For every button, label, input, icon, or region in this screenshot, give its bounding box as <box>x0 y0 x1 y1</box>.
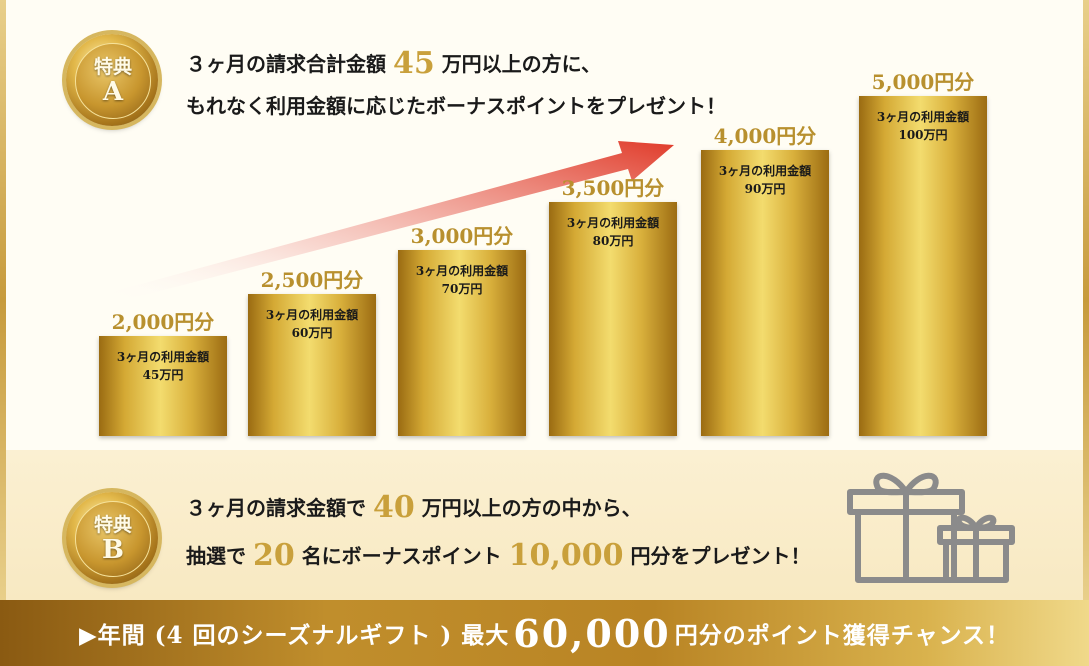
medal-a-label-top: 特典 <box>93 56 132 78</box>
bar-spend-text: 3ヶ月の利用金額 100万円 <box>859 108 987 144</box>
bar-spend-text: 3ヶ月の利用金額 90万円 <box>701 162 829 198</box>
bar-spend-amount: 100万円 <box>898 128 948 142</box>
bar-spend-text: 3ヶ月の利用金額 70万円 <box>398 262 526 298</box>
bonus-bar: 3ヶ月の利用金額 70万円 <box>398 250 526 436</box>
left-gold-edge <box>0 0 6 600</box>
benefit-b-line2: 抽選で 20 名にボーナスポイント 10,000 円分をプレゼント！ <box>186 538 810 573</box>
benefit-a-threshold: 45 <box>392 46 435 81</box>
bar-spend-amount: 70万円 <box>441 282 483 296</box>
benefit-a-line1-pre: ３ヶ月の請求合計金額 <box>186 52 386 76</box>
bar-spend-label: 3ヶ月の利用金額 <box>876 110 970 124</box>
bar-bonus-label: 3,000円分 <box>410 224 514 248</box>
gift-boxes-icon <box>847 472 1015 583</box>
bar-spend-amount: 80万円 <box>592 234 634 248</box>
bar-bonus-label: 3,500円分 <box>561 176 665 200</box>
benefit-b-line2-post: 円分をプレゼント！ <box>630 544 811 568</box>
benefit-a-line1-post: 万円以上の方に、 <box>441 52 602 76</box>
bar-spend-label: 3ヶ月の利用金額 <box>718 164 812 178</box>
bonus-bar: 3ヶ月の利用金額 45万円 <box>99 336 227 436</box>
bar-spend-label: 3ヶ月の利用金額 <box>415 264 509 278</box>
footer-prefix: ▶年間 (4 回のシーズナルギフト ) 最大 <box>78 622 510 649</box>
benefit-b-line1-pre: ３ヶ月の請求金額で <box>186 496 366 520</box>
medal-b-label-top: 特典 <box>93 514 132 536</box>
bonus-bar: 3ヶ月の利用金額 100万円 <box>859 96 987 436</box>
benefit-b-line1-post: 万円以上の方の中から、 <box>421 496 642 520</box>
medal-b-letter: B <box>102 535 124 565</box>
bonus-bar: 3ヶ月の利用金額 80万円 <box>549 202 677 436</box>
footer-max-amount: 60,000 <box>513 610 671 656</box>
bonus-bar: 3ヶ月の利用金額 90万円 <box>701 150 829 436</box>
bonus-bar: 3ヶ月の利用金額 60万円 <box>248 294 376 436</box>
benefit-b-line2-pre: 抽選で <box>186 544 246 568</box>
benefit-a-medal: 特典 A <box>66 34 158 126</box>
rising-arrow-icon <box>108 141 674 303</box>
annual-chance-banner: ▶年間 (4 回のシーズナルギフト ) 最大 60,000 円分のポイント獲得チ… <box>0 600 1089 666</box>
benefit-b-winner-count: 20 <box>252 538 295 573</box>
bar-spend-label: 3ヶ月の利用金額 <box>265 308 359 322</box>
medal-a-letter: A <box>102 77 124 107</box>
bar-bonus-label: 5,000円分 <box>871 70 975 94</box>
benefit-b-threshold: 40 <box>372 490 415 525</box>
benefit-b-line1: ３ヶ月の請求金額で 40 万円以上の方の中から、 <box>186 490 642 525</box>
bar-spend-amount: 45万円 <box>142 368 184 382</box>
bar-spend-amount: 60万円 <box>291 326 333 340</box>
benefit-b-line2-mid: 名にボーナスポイント <box>301 544 502 568</box>
footer-suffix: 円分のポイント獲得チャンス！ <box>674 622 1011 649</box>
bar-spend-amount: 90万円 <box>744 182 786 196</box>
benefit-a-line2: もれなく利用金額に応じたボーナスポイントをプレゼント！ <box>186 94 726 118</box>
bar-spend-label: 3ヶ月の利用金額 <box>566 216 660 230</box>
bar-spend-text: 3ヶ月の利用金額 45万円 <box>99 348 227 384</box>
benefit-b-medal: 特典 B <box>66 492 158 584</box>
bar-bonus-label: 4,000円分 <box>713 124 817 148</box>
bar-spend-text: 3ヶ月の利用金額 60万円 <box>248 306 376 342</box>
bar-bonus-label: 2,000円分 <box>111 310 215 334</box>
right-gold-edge <box>1083 0 1089 600</box>
benefit-b-prize-amount: 10,000 <box>508 538 624 573</box>
bar-bonus-label: 2,500円分 <box>260 268 364 292</box>
bar-spend-text: 3ヶ月の利用金額 80万円 <box>549 214 677 250</box>
bar-spend-label: 3ヶ月の利用金額 <box>116 350 210 364</box>
benefit-a-line1: ３ヶ月の請求合計金額 45 万円以上の方に、 <box>186 46 601 81</box>
